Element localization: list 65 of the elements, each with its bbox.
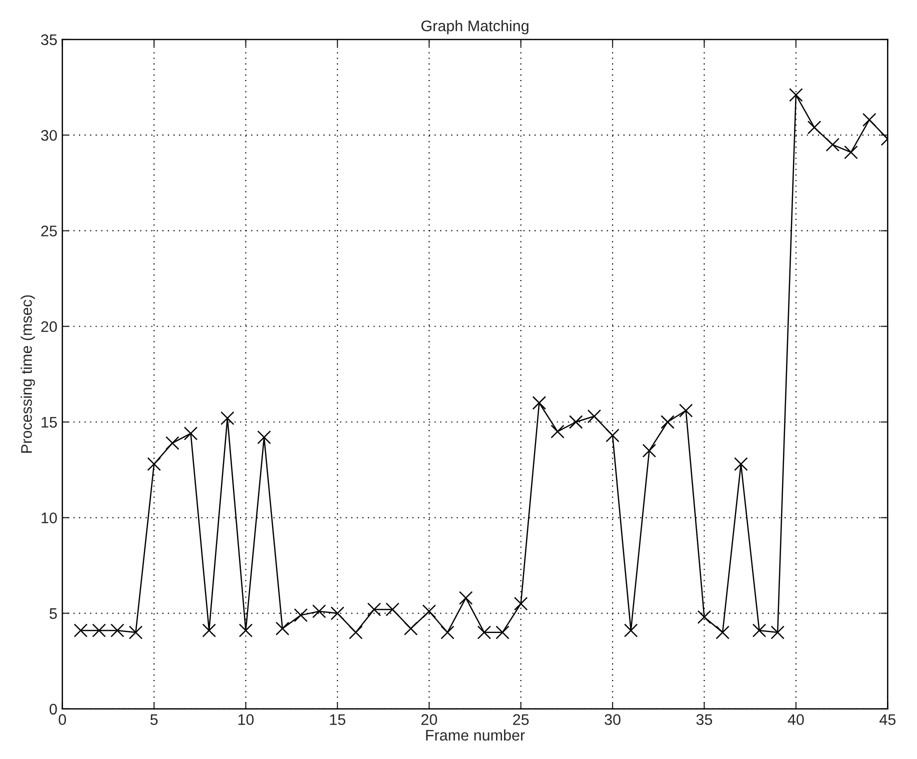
point: [238, 624, 253, 638]
x-tick-label: 10: [238, 714, 254, 725]
point: [550, 424, 564, 438]
x-tick-label: 35: [696, 714, 712, 725]
point: [660, 415, 674, 429]
point: [74, 624, 88, 638]
point: [312, 604, 326, 618]
y-axis-title: Processing time (msec): [20, 295, 35, 453]
point: [110, 624, 124, 638]
point: [496, 626, 510, 640]
point: [458, 591, 473, 605]
x-tick-label: 5: [150, 714, 158, 725]
x-axis-title: Frame number: [426, 729, 525, 741]
point: [294, 608, 308, 622]
x-tick-label: 15: [330, 714, 346, 725]
x-tick-label: 0: [58, 714, 66, 725]
point: [826, 138, 840, 152]
point: [128, 626, 143, 640]
x-tick-label: 25: [513, 714, 529, 725]
x-tick-label: 45: [880, 714, 896, 725]
point: [862, 112, 876, 127]
point: [92, 624, 106, 638]
x-tick-label: 30: [604, 714, 620, 725]
point: [276, 622, 290, 636]
point: [606, 428, 620, 442]
point: [202, 624, 216, 638]
point: [716, 626, 730, 640]
point: [348, 626, 363, 640]
y-tick-label: 25: [41, 226, 57, 236]
point: [844, 145, 858, 160]
y-tick-label: 10: [42, 512, 57, 524]
point: [257, 430, 271, 444]
point: [367, 602, 382, 616]
point: [789, 88, 803, 102]
point: [697, 610, 712, 624]
point: [569, 415, 583, 429]
point: [440, 626, 454, 640]
point: [514, 596, 528, 611]
point: [477, 626, 492, 640]
y-tick-label: 5: [50, 608, 57, 619]
point: [624, 624, 638, 638]
point: [807, 120, 822, 134]
y-tick-label: 30: [41, 130, 57, 141]
chart-title: Graph Matching: [421, 20, 528, 34]
point: [404, 622, 418, 636]
point: [770, 626, 784, 640]
point: [587, 409, 602, 424]
point: [422, 604, 436, 618]
x-tick-label: 20: [421, 714, 438, 725]
point: [386, 602, 400, 616]
y-tick-label: 0: [50, 704, 57, 715]
point: [679, 404, 693, 418]
point: [532, 396, 546, 410]
point: [330, 606, 344, 620]
point: [166, 436, 180, 450]
point: [147, 457, 161, 471]
point: [734, 457, 748, 471]
x-tick-label: 40: [788, 714, 804, 725]
y-tick-label: 35: [41, 34, 57, 46]
y-tick-label: 15: [42, 417, 57, 428]
y-tick-label: 20: [41, 321, 57, 332]
point: [642, 444, 656, 458]
point: [184, 426, 198, 440]
point: [752, 624, 766, 638]
point: [220, 411, 234, 426]
